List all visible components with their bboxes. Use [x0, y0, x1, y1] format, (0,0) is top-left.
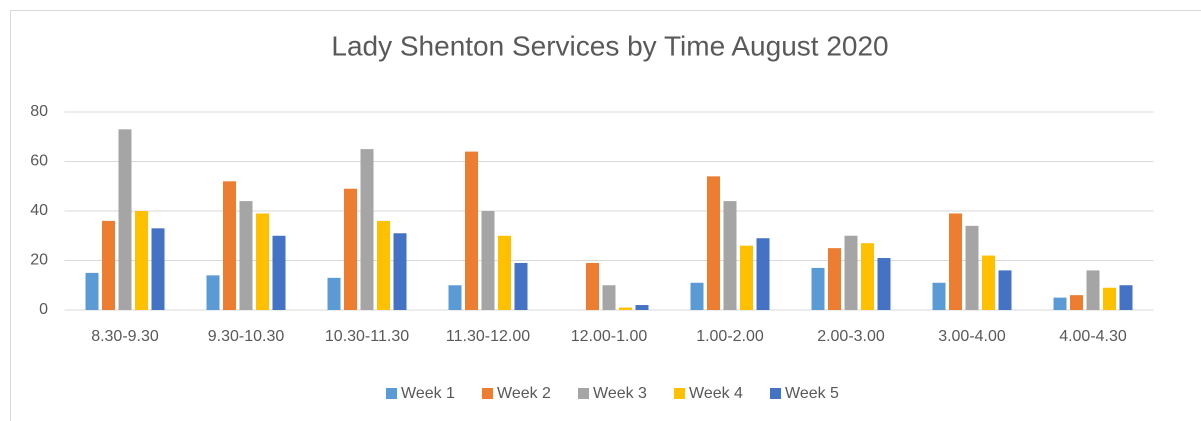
bar: [982, 255, 995, 310]
x-tick-label: 4.00-4.30: [1059, 328, 1127, 345]
bar: [498, 235, 511, 310]
bar: [844, 235, 858, 310]
bar: [327, 277, 341, 310]
bar: [949, 213, 962, 310]
bar: [514, 262, 528, 310]
legend-swatch: [578, 388, 589, 399]
chart-frame: [10, 10, 1201, 421]
bar: [877, 258, 891, 310]
bar: [102, 220, 115, 310]
legend-swatch: [674, 388, 685, 399]
legend-label: Week 2: [497, 385, 551, 402]
bar: [1070, 295, 1083, 310]
bar: [118, 129, 132, 310]
legend-label: Week 3: [593, 385, 647, 402]
bar: [465, 151, 478, 310]
bar: [619, 307, 632, 310]
x-tick-label: 10.30-11.30: [325, 328, 409, 345]
bar: [151, 228, 165, 310]
y-tick-label: 80: [30, 103, 48, 120]
bar: [690, 282, 704, 310]
y-tick-label: 20: [30, 252, 48, 269]
bar: [586, 262, 599, 310]
y-tick-label: 60: [30, 153, 48, 170]
bar: [635, 305, 649, 310]
bar: [135, 211, 148, 310]
bar: [861, 243, 874, 310]
bar: [1086, 270, 1100, 310]
bar: [740, 245, 753, 310]
bar: [811, 267, 825, 310]
bar: [1103, 287, 1116, 310]
x-tick-label: 2.00-3.00: [817, 328, 885, 345]
bar: [828, 248, 841, 310]
bar: [756, 238, 770, 310]
bar: [344, 188, 357, 310]
x-tick-label: 12.00-1.00: [571, 328, 648, 345]
chart-title: Lady Shenton Services by Time August 202…: [331, 30, 888, 61]
bar: [965, 225, 979, 310]
bar: [707, 176, 720, 310]
bar: [1053, 297, 1067, 310]
bar: [377, 220, 390, 310]
bar: [239, 201, 253, 310]
bar: [602, 285, 616, 310]
bar: [393, 233, 407, 310]
y-tick-label: 40: [30, 202, 48, 219]
x-tick-label: 9.30-10.30: [208, 328, 285, 345]
bar: [223, 181, 236, 310]
legend-swatch: [770, 388, 781, 399]
bar: [932, 282, 946, 310]
x-tick-label: 1.00-2.00: [696, 328, 764, 345]
bar: [1119, 285, 1133, 310]
legend-label: Week 4: [689, 385, 743, 402]
legend-swatch: [386, 388, 397, 399]
x-tick-label: 8.30-9.30: [91, 328, 159, 345]
x-tick-label: 11.30-12.00: [446, 328, 530, 345]
legend-label: Week 5: [785, 385, 839, 402]
x-tick-label: 3.00-4.00: [938, 328, 1006, 345]
legend-label: Week 1: [401, 385, 455, 402]
bar: [448, 285, 462, 310]
bar: [998, 270, 1012, 310]
legend-swatch: [482, 388, 493, 399]
bar: [723, 201, 737, 310]
bar: [206, 275, 220, 310]
bar: [272, 235, 286, 310]
bar: [360, 149, 374, 310]
bar: [481, 211, 495, 310]
bar: [256, 213, 269, 310]
y-tick-label: 0: [39, 301, 48, 318]
bar: [85, 272, 99, 310]
